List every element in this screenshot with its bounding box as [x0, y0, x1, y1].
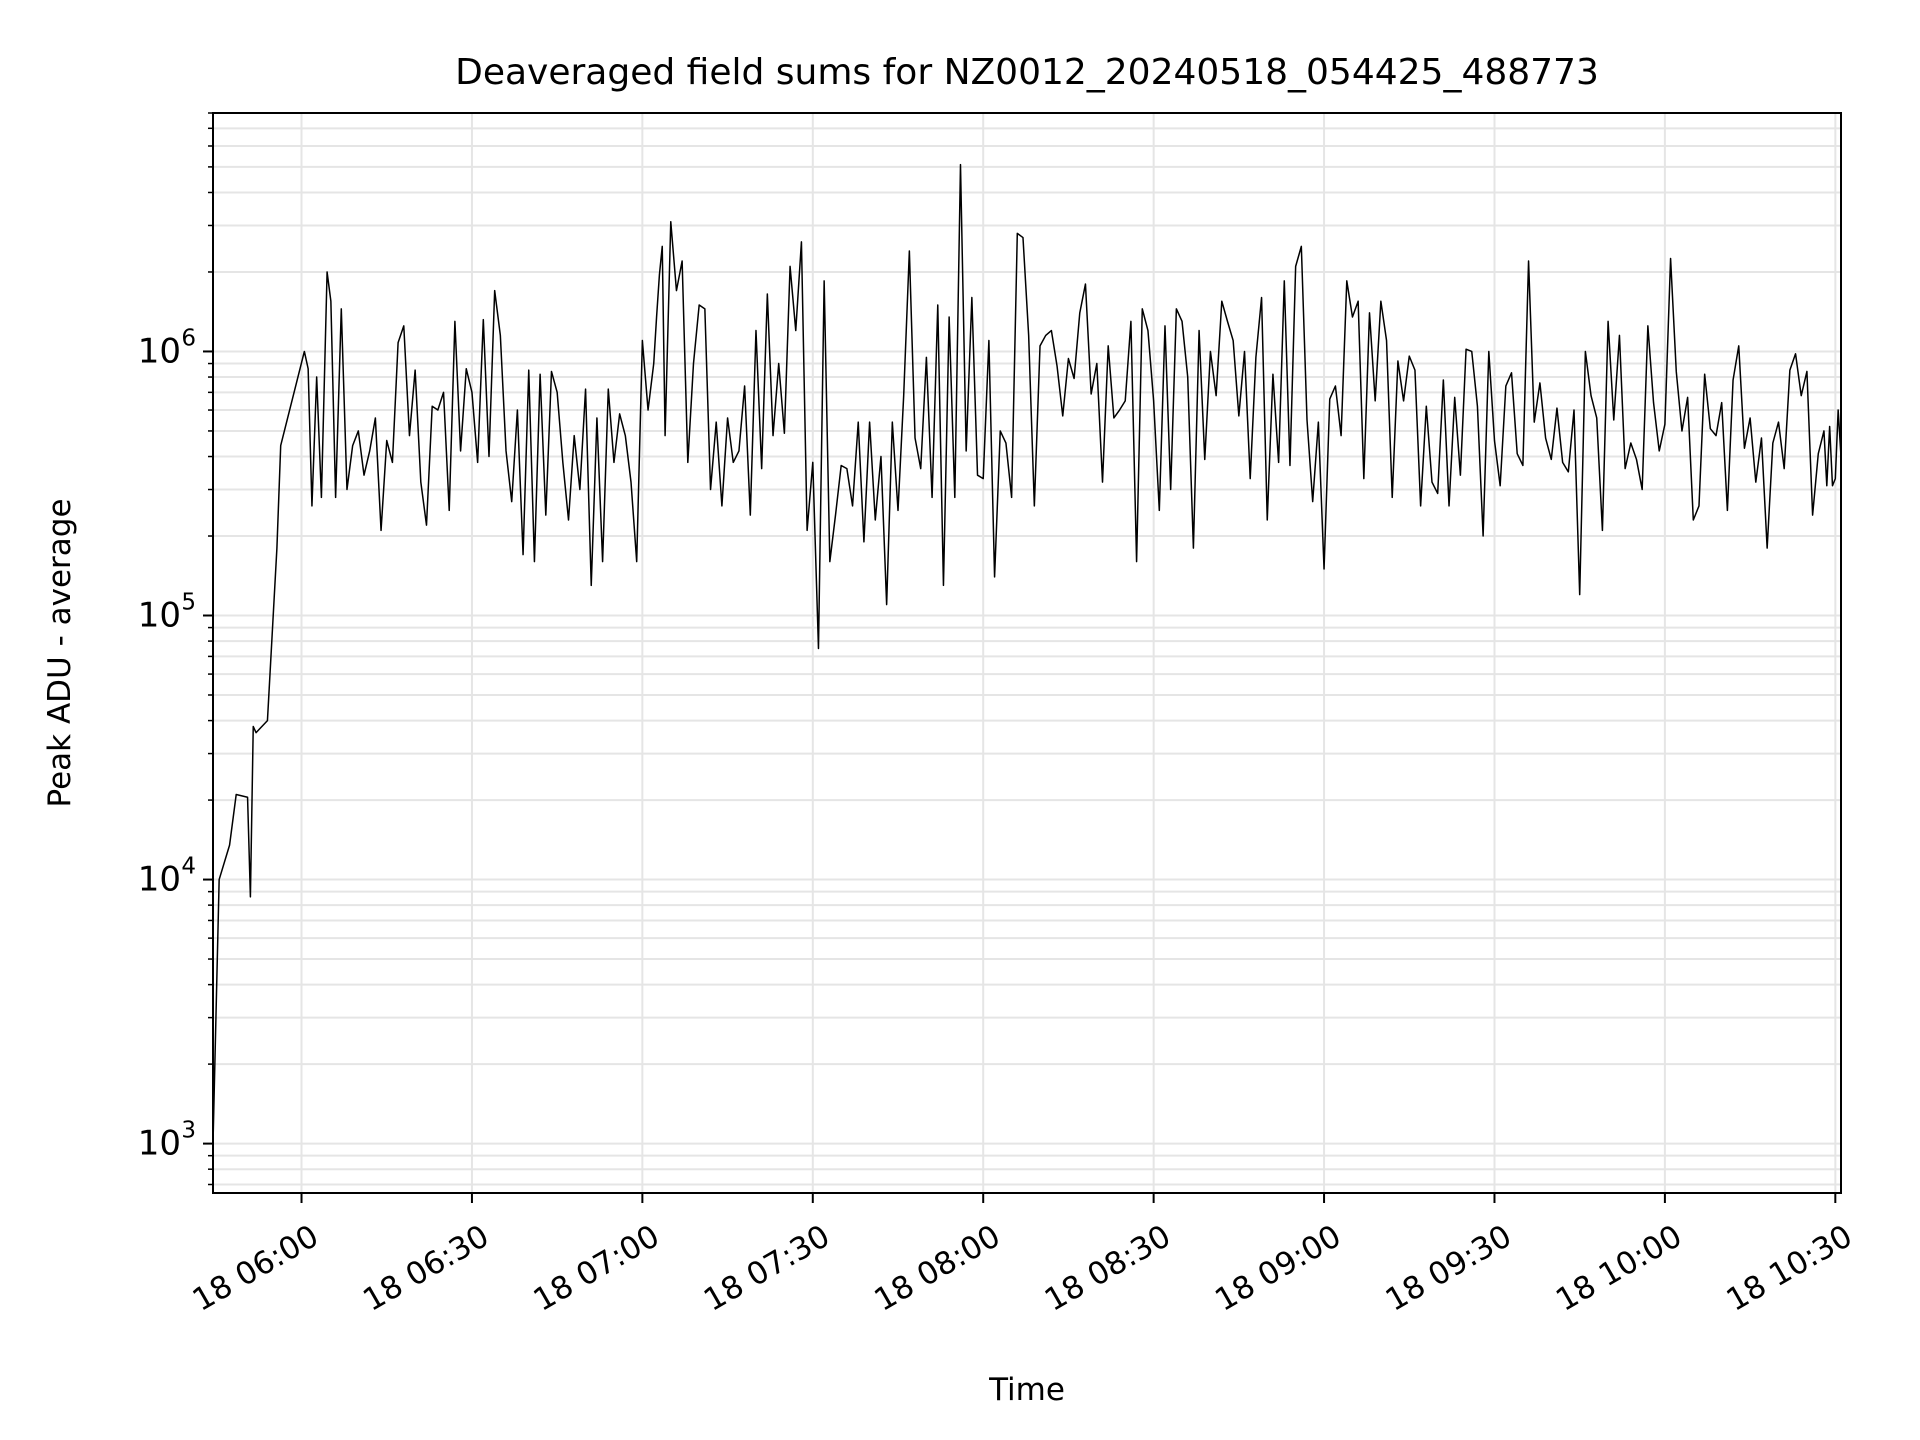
y-tick-label: 10 — [138, 860, 181, 900]
y-tick-label: 10 — [138, 331, 181, 371]
chart-title: Deaveraged field sums for NZ0012_2024051… — [455, 52, 1599, 93]
plot-frame — [212, 112, 1842, 1194]
y-tick-exponent: 6 — [181, 325, 196, 351]
series-layer — [212, 163, 1842, 1144]
y-axis-label: Peak ADU - average — [42, 498, 78, 807]
y-tick-exponent: 5 — [181, 590, 196, 616]
y-tick-label: 10 — [138, 1124, 181, 1164]
y-tick-exponent: 3 — [181, 1118, 196, 1144]
y-tick-exponent: 4 — [181, 854, 196, 880]
series-line — [212, 163, 1842, 1144]
x-axis-label: Time — [988, 1372, 1065, 1408]
y-tick-label: 10 — [138, 596, 181, 636]
grid — [213, 112, 1841, 1193]
